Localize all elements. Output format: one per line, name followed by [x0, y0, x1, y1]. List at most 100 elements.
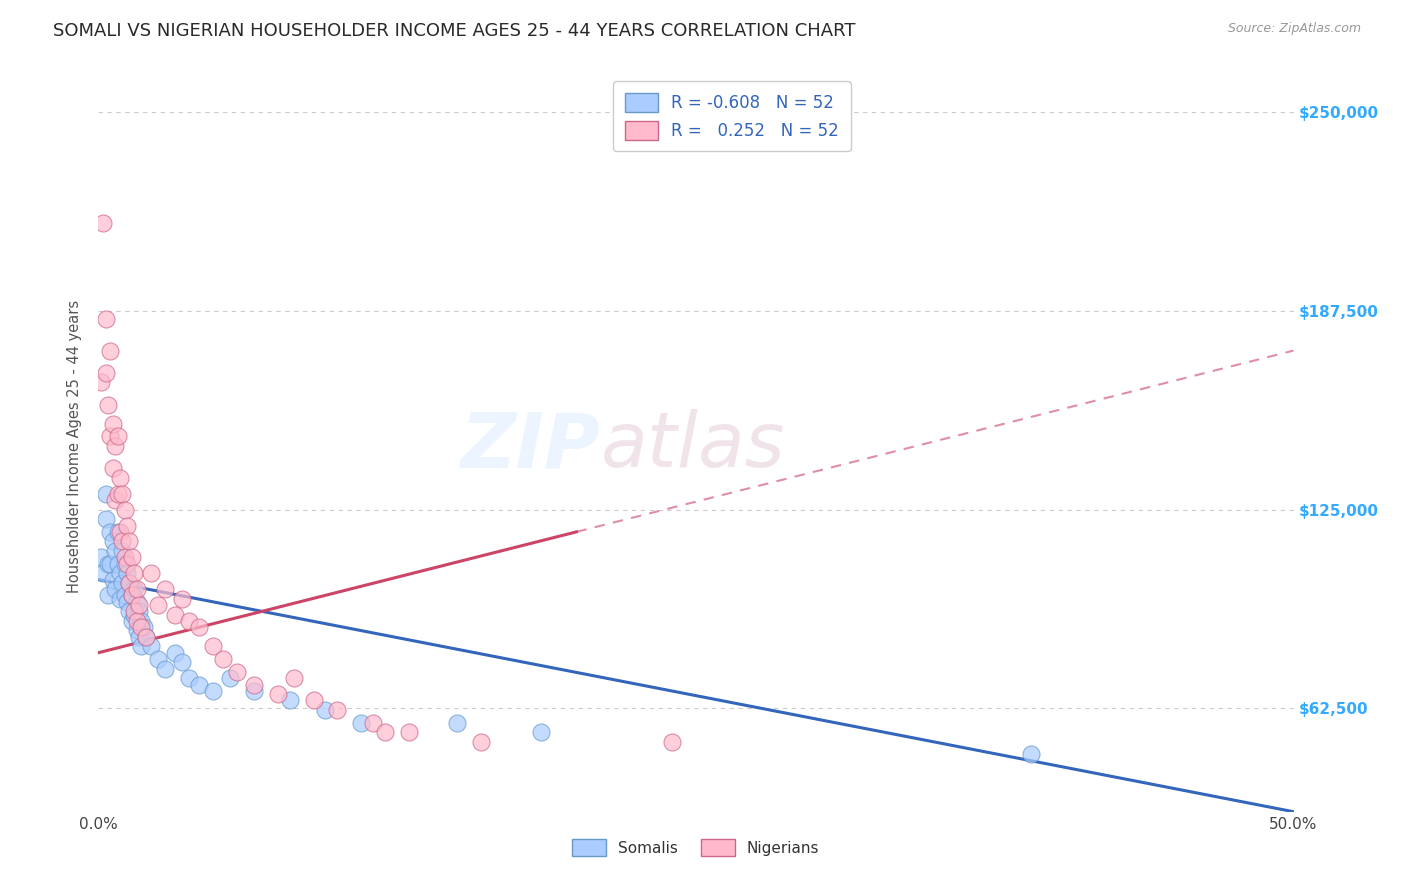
Point — [124, 607, 146, 622]
Point — [226, 665, 249, 679]
Point — [179, 614, 201, 628]
Point — [118, 534, 141, 549]
Point — [107, 557, 129, 571]
Point — [1019, 747, 1042, 762]
Text: ZIP: ZIP — [461, 409, 600, 483]
Point — [135, 630, 157, 644]
Point — [98, 524, 122, 539]
Point — [114, 557, 136, 571]
Point — [530, 725, 553, 739]
Text: atlas: atlas — [600, 409, 785, 483]
Point — [121, 614, 143, 628]
Point — [155, 582, 177, 596]
Point — [243, 684, 266, 698]
Point — [148, 598, 170, 612]
Point — [179, 671, 201, 685]
Text: SOMALI VS NIGERIAN HOUSEHOLDER INCOME AGES 25 - 44 YEARS CORRELATION CHART: SOMALI VS NIGERIAN HOUSEHOLDER INCOME AG… — [53, 22, 856, 40]
Point — [94, 512, 117, 526]
Point — [132, 620, 155, 634]
Point — [118, 604, 141, 618]
Point — [101, 573, 124, 587]
Point — [211, 652, 233, 666]
Point — [125, 624, 148, 638]
Point — [139, 640, 162, 654]
Point — [125, 595, 148, 609]
Point — [108, 524, 131, 539]
Point — [172, 655, 194, 669]
Point — [101, 461, 124, 475]
Point — [125, 582, 148, 596]
Point — [128, 598, 150, 612]
Point — [111, 575, 134, 590]
Point — [131, 620, 153, 634]
Point — [115, 595, 138, 609]
Point — [91, 216, 114, 230]
Point — [202, 640, 225, 654]
Point — [108, 591, 131, 606]
Point — [446, 715, 468, 730]
Point — [131, 614, 153, 628]
Point — [111, 486, 134, 500]
Point — [114, 550, 136, 565]
Point — [115, 557, 138, 571]
Point — [108, 471, 131, 485]
Point — [350, 715, 373, 730]
Point — [124, 604, 146, 618]
Point — [163, 607, 186, 622]
Point — [148, 652, 170, 666]
Point — [101, 534, 124, 549]
Point — [128, 604, 150, 618]
Point — [219, 671, 242, 685]
Point — [121, 550, 143, 565]
Point — [94, 486, 117, 500]
Point — [90, 550, 112, 565]
Point — [267, 687, 290, 701]
Point — [124, 582, 146, 596]
Point — [98, 429, 122, 443]
Point — [121, 589, 143, 603]
Point — [107, 524, 129, 539]
Point — [315, 703, 337, 717]
Text: Source: ZipAtlas.com: Source: ZipAtlas.com — [1227, 22, 1361, 36]
Point — [114, 502, 136, 516]
Point — [108, 566, 131, 581]
Point — [104, 439, 127, 453]
Point — [97, 398, 120, 412]
Point — [283, 671, 305, 685]
Point — [101, 417, 124, 431]
Point — [91, 566, 114, 581]
Point — [94, 366, 117, 380]
Point — [278, 693, 301, 707]
Point — [111, 544, 134, 558]
Point — [172, 591, 194, 606]
Y-axis label: Householder Income Ages 25 - 44 years: Householder Income Ages 25 - 44 years — [67, 300, 83, 592]
Point — [470, 735, 492, 749]
Point — [135, 630, 157, 644]
Legend: Somalis, Nigerians: Somalis, Nigerians — [567, 833, 825, 863]
Point — [94, 311, 117, 326]
Point — [97, 557, 120, 571]
Point — [115, 566, 138, 581]
Point — [114, 589, 136, 603]
Point — [118, 575, 141, 590]
Point — [107, 429, 129, 443]
Point — [128, 630, 150, 644]
Point — [107, 486, 129, 500]
Point — [104, 582, 127, 596]
Point — [104, 493, 127, 508]
Point — [125, 614, 148, 628]
Point — [111, 534, 134, 549]
Point — [187, 620, 209, 634]
Point — [243, 677, 266, 691]
Point — [139, 566, 162, 581]
Point — [302, 693, 325, 707]
Point — [398, 725, 420, 739]
Point — [363, 715, 385, 730]
Point — [202, 684, 225, 698]
Point — [374, 725, 396, 739]
Point — [155, 662, 177, 676]
Point — [121, 589, 143, 603]
Point — [661, 735, 683, 749]
Point — [131, 640, 153, 654]
Point — [98, 343, 122, 358]
